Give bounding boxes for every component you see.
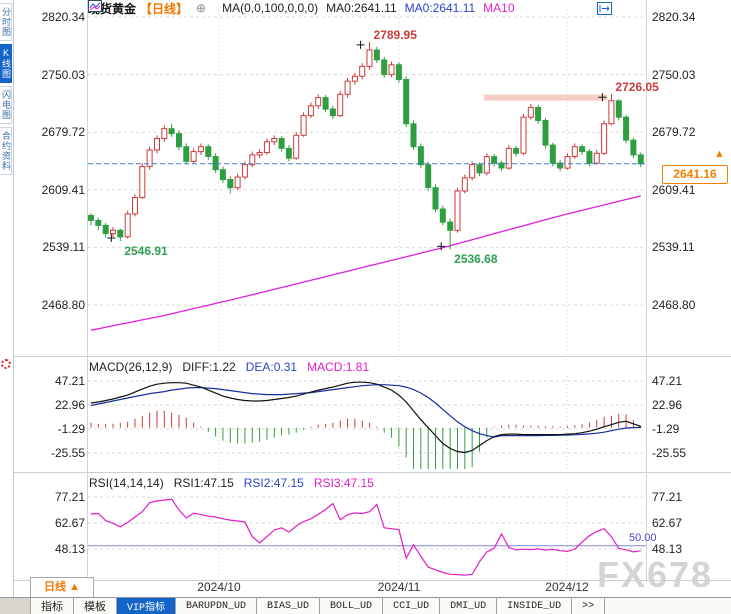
current-price-badge: 2641.16: [662, 165, 728, 184]
plot-right-border: [646, 0, 647, 580]
separator-rsi-xaxis: [13, 580, 731, 581]
indicator-tab-BIAS_UD[interactable]: BIAS_UD: [257, 598, 321, 614]
chart-header: 现货黄金 【日线】 ⊕ MA(0,0,100,0,0,0) MA0:2641.1…: [88, 0, 515, 16]
sidebar-tab-K线图[interactable]: K线图: [0, 44, 12, 83]
x-date-label: 2024/11: [377, 580, 421, 594]
rsi2-value: RSI2:47.15: [243, 476, 304, 490]
macd-chart[interactable]: [88, 376, 646, 470]
macd-header: MACD(26,12,9) DIFF:1.22 DEA:0.31 MACD:1.…: [89, 360, 369, 374]
indicator-tab-CCI_UD[interactable]: CCI_UD: [383, 598, 441, 614]
axis-zoom-icon[interactable]: [597, 2, 629, 15]
macd-name: MACD(26,12,9): [89, 360, 173, 374]
price-up-arrow-icon: ▲: [714, 148, 725, 160]
add-indicator-icon[interactable]: ⊕: [196, 1, 207, 15]
rsi1-value: RSI1:47.15: [173, 476, 234, 490]
candlestick-chart[interactable]: [88, 10, 646, 355]
indicator-tab-BOLL_UD[interactable]: BOLL_UD: [320, 598, 384, 614]
indicator-tab-more[interactable]: >>: [572, 598, 606, 614]
chart-zoom-icon[interactable]: [597, 2, 646, 15]
indicator-tab-INSIDE_UD[interactable]: INSIDE_UD: [497, 598, 573, 614]
x-date-label: 2024/10: [197, 580, 241, 594]
rsi-chart[interactable]: [88, 490, 646, 578]
indicator-tab-BARUPDN_UD[interactable]: BARUPDN_UD: [176, 598, 258, 614]
ma0-value-blue: MA0:2641.11: [404, 1, 476, 15]
alarm-icon[interactable]: [1, 359, 11, 369]
ma-settings: MA(0,0,100,0,0,0): [222, 1, 319, 15]
period-selector[interactable]: 日线 ▲: [30, 577, 94, 598]
tabbar-corner: [0, 598, 31, 614]
rsi-level-label: 50.00: [629, 532, 657, 544]
macd-macd-value: MACD:1.81: [307, 360, 370, 374]
x-date-label: 2024/12: [545, 580, 589, 594]
macd-diff-value: DIFF:1.22: [182, 360, 236, 374]
sidebar-tab-分时图[interactable]: 分时图: [0, 3, 12, 41]
ma10-label: MA10: [483, 1, 515, 15]
indicator-tab-指标[interactable]: 指标: [31, 598, 74, 614]
rsi-name: RSI(14,14,14): [89, 476, 164, 490]
rsi-header: RSI(14,14,14) RSI1:47.15 RSI2:47.15 RSI3…: [89, 476, 374, 490]
rsi3-value: RSI3:47.15: [313, 476, 374, 490]
chart-canvas[interactable]: [0, 0, 731, 582]
indicator-tab-模板[interactable]: 模板: [74, 598, 117, 614]
chart-toolbar: [597, 2, 663, 15]
period-tag: 【日线】: [140, 1, 189, 16]
exit-right-icon[interactable]: [597, 2, 663, 15]
indicator-tabbar: 指标 模板 VIP指标 BARUPDN_UD BIAS_UD BOLL_UD CCI_UD D…: [0, 597, 731, 614]
indicator-tab-VIP指标[interactable]: VIP指标: [117, 598, 177, 614]
view-sidebar: 分时图 K线图闪电图合约资料: [0, 0, 14, 613]
sidebar-tab-闪电图[interactable]: 闪电图: [0, 86, 12, 124]
indicator-tab-DMI_UD[interactable]: DMI_UD: [440, 598, 498, 614]
macd-dea-value: DEA:0.31: [245, 360, 298, 374]
sidebar-tab-合约资料[interactable]: 合约资料: [0, 127, 12, 175]
separator-macd-rsi: [13, 472, 731, 473]
plot-left-border: [87, 0, 88, 580]
ma0-value: MA0:2641.11: [326, 1, 397, 15]
separator-main-macd: [13, 356, 731, 357]
